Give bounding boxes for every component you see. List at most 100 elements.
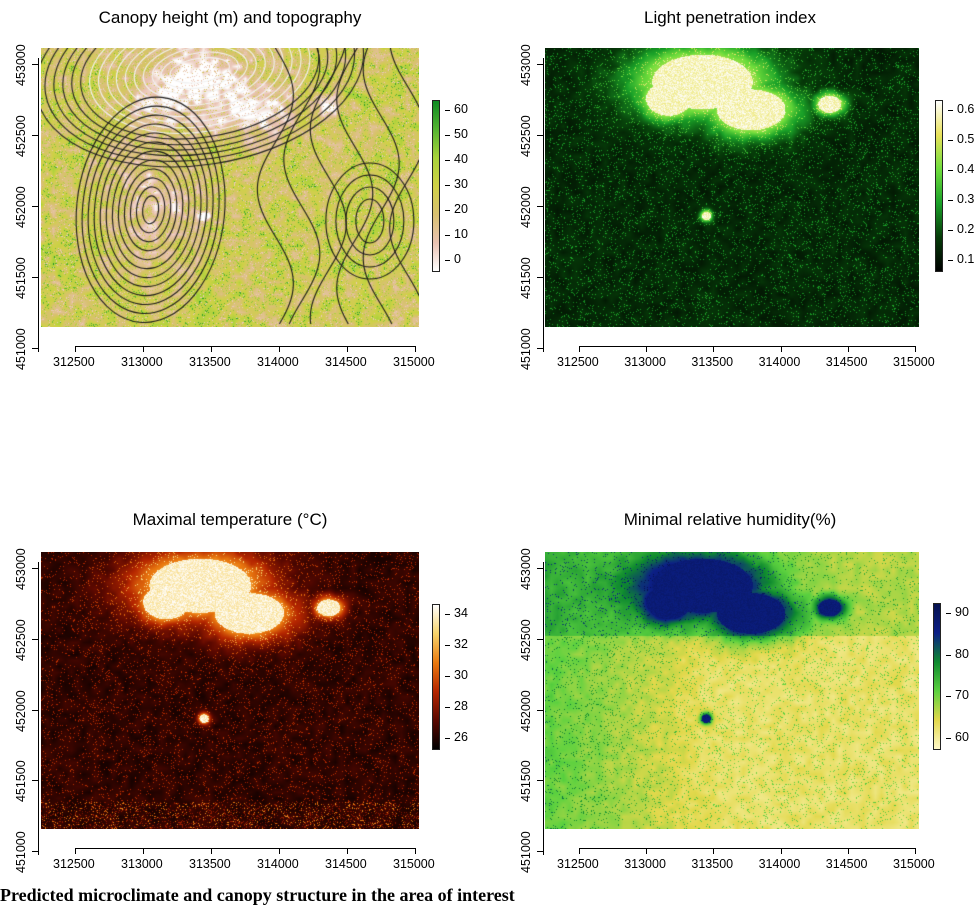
legend-tick-label: 90 — [946, 605, 969, 619]
x-tick-label: 313500 — [189, 355, 231, 369]
legend-tick-label: 30 — [445, 668, 468, 682]
x-axis-tick — [915, 848, 916, 854]
legend-colorbar — [432, 604, 440, 750]
figure-caption: Predicted microclimate and canopy struct… — [0, 885, 515, 905]
x-axis-tick — [646, 346, 648, 352]
y-axis-tick — [32, 277, 38, 278]
y-tick-label: 452000 — [519, 186, 533, 228]
y-axis-tick — [32, 568, 38, 569]
x-axis-tick — [579, 848, 580, 854]
legend-tick-label: 0.4 — [947, 162, 975, 176]
y-axis-line — [543, 58, 544, 352]
y-axis-tick — [537, 638, 543, 640]
legend-tick-label: 0.3 — [947, 192, 975, 206]
panel-title: Canopy height (m) and topography — [98, 8, 362, 27]
y-axis-line — [38, 562, 39, 855]
x-axis-tick — [143, 346, 144, 352]
x-axis-tick — [415, 848, 416, 854]
y-tick-label: 451000 — [519, 831, 533, 873]
x-tick-label: 315000 — [893, 355, 935, 369]
x-axis-tick — [780, 346, 782, 352]
panel-title: Minimal relative humidity(%) — [623, 510, 837, 529]
x-tick-label: 314000 — [758, 355, 801, 369]
y-tick-label: 451000 — [14, 328, 28, 370]
x-axis-line — [75, 848, 415, 849]
legend-tick-label: 30 — [445, 177, 468, 191]
x-axis-tick — [579, 346, 580, 352]
legend-tick-label: 34 — [445, 606, 468, 620]
y-tick-label: 451500 — [519, 257, 533, 299]
y-tick-label: 451500 — [14, 257, 28, 299]
x-tick-label: 312500 — [53, 857, 95, 871]
min-humidity-map — [545, 552, 919, 829]
y-tick-label: 452000 — [14, 186, 28, 228]
panel-light: Light penetration index 0.6 0.5 0.4 0.3 0.2 0… — [0, 0, 976, 410]
x-axis-tick — [211, 346, 212, 352]
y-tick-label: 453000 — [519, 548, 533, 590]
x-tick-label: 315000 — [893, 857, 935, 871]
y-axis-tick — [537, 568, 543, 569]
y-axis-tick — [32, 851, 38, 852]
legend-tick-label: 0.6 — [947, 102, 975, 116]
legend-tick-label: 0 — [445, 252, 461, 266]
x-tick-label: 314000 — [257, 355, 299, 369]
y-axis-tick — [537, 780, 543, 782]
legend-tick-label: 60 — [445, 102, 468, 116]
y-axis-tick — [32, 206, 38, 207]
y-tick-label: 451500 — [519, 760, 533, 803]
y-tick-label: 452500 — [519, 115, 533, 157]
x-tick-label: 313000 — [121, 857, 163, 871]
legend-tick-label: 60 — [946, 730, 969, 744]
x-tick-label: 314500 — [825, 355, 868, 369]
legend-tick-label: 32 — [445, 637, 468, 651]
x-tick-label: 313000 — [624, 857, 666, 871]
y-axis-tick — [537, 709, 543, 711]
x-axis-tick — [915, 346, 916, 352]
legend-colorbar — [432, 100, 440, 272]
x-axis-tick — [415, 346, 416, 352]
y-tick-label: 452000 — [519, 689, 533, 732]
legend-tick-label: 0.1 — [947, 252, 975, 266]
legend-tick-label: 10 — [445, 227, 468, 241]
x-axis-tick — [847, 848, 849, 854]
x-axis-tick — [713, 848, 715, 854]
y-axis-tick — [537, 851, 543, 852]
legend-tick-label: 80 — [946, 646, 969, 661]
y-tick-label: 453000 — [14, 44, 28, 86]
x-tick-label: 313500 — [691, 355, 734, 369]
x-axis-tick — [847, 346, 849, 352]
x-tick-label: 313000 — [624, 355, 666, 369]
light-penetration-map — [545, 48, 919, 327]
x-tick-label: 315000 — [393, 355, 435, 369]
y-axis-tick — [537, 135, 543, 136]
x-axis-tick — [279, 848, 280, 854]
x-axis-line — [579, 346, 915, 347]
y-axis-tick — [32, 135, 38, 136]
legend-colorbar — [935, 100, 943, 272]
x-tick-label: 313000 — [121, 355, 163, 369]
y-tick-label: 452000 — [14, 689, 28, 732]
legend-tick-label: 20 — [445, 202, 468, 216]
x-axis-tick — [347, 848, 348, 854]
x-tick-label: 314500 — [825, 857, 868, 871]
y-axis-tick — [537, 206, 543, 207]
legend-tick-label: 70 — [946, 688, 969, 703]
panel-title: Light penetration index — [643, 8, 817, 27]
x-axis-tick — [347, 346, 348, 352]
legend-tick-label: 40 — [445, 152, 468, 166]
y-axis-tick — [32, 709, 38, 711]
x-axis-line — [75, 346, 415, 347]
x-axis-tick — [143, 848, 144, 854]
y-tick-label: 453000 — [519, 44, 533, 86]
x-axis-line — [579, 848, 915, 849]
y-axis-tick — [537, 348, 543, 349]
panel-temperature: Maximal temperature (°C) 34 32 30 28 26 — [0, 0, 488, 900]
y-tick-label: 453000 — [14, 548, 28, 590]
x-tick-label: 314000 — [257, 857, 299, 871]
x-axis-tick — [713, 346, 715, 352]
x-tick-label: 314500 — [325, 355, 367, 369]
y-axis-tick — [32, 348, 38, 349]
x-axis-tick — [75, 848, 76, 854]
x-tick-label: 312500 — [557, 355, 599, 369]
y-axis-tick — [32, 638, 38, 640]
